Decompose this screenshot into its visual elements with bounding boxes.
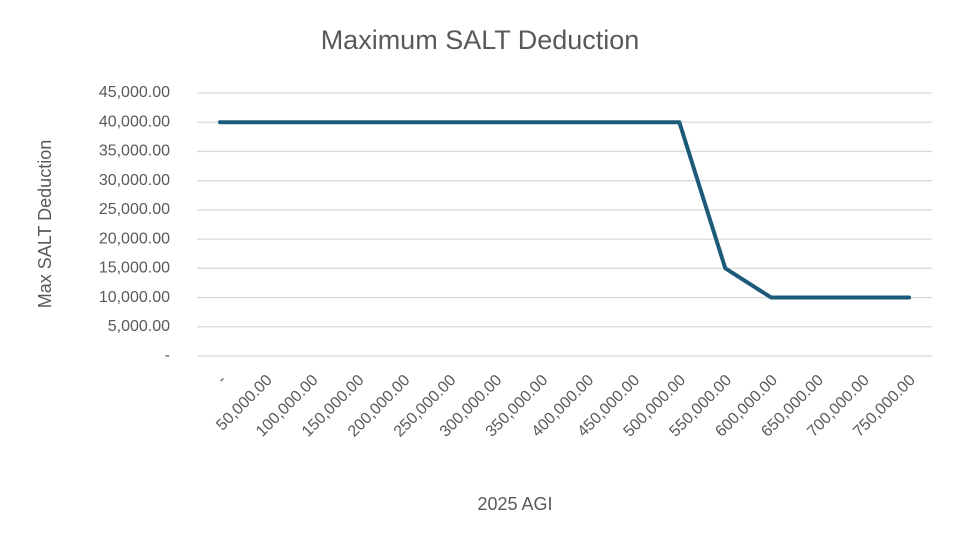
- y-tick-label: 15,000.00: [99, 260, 170, 277]
- chart-title: Maximum SALT Deduction: [321, 25, 640, 55]
- y-tick-label: 30,000.00: [99, 172, 170, 189]
- y-tick-label: 45,000.00: [99, 84, 170, 101]
- data-line: [217, 120, 912, 300]
- x-axis-label: 2025 AGI: [477, 494, 552, 514]
- y-tick-label: 5,000.00: [108, 318, 170, 335]
- y-tick-label: -: [165, 347, 170, 364]
- y-tick-label: 20,000.00: [99, 230, 170, 247]
- y-tick-label: 25,000.00: [99, 201, 170, 218]
- y-tick-label: 40,000.00: [99, 113, 170, 130]
- y-tick-label: 10,000.00: [99, 289, 170, 306]
- y-axis-label: Max SALT Deduction: [35, 140, 55, 308]
- x-tick-label: -: [214, 372, 230, 388]
- y-tick-label: 35,000.00: [99, 143, 170, 160]
